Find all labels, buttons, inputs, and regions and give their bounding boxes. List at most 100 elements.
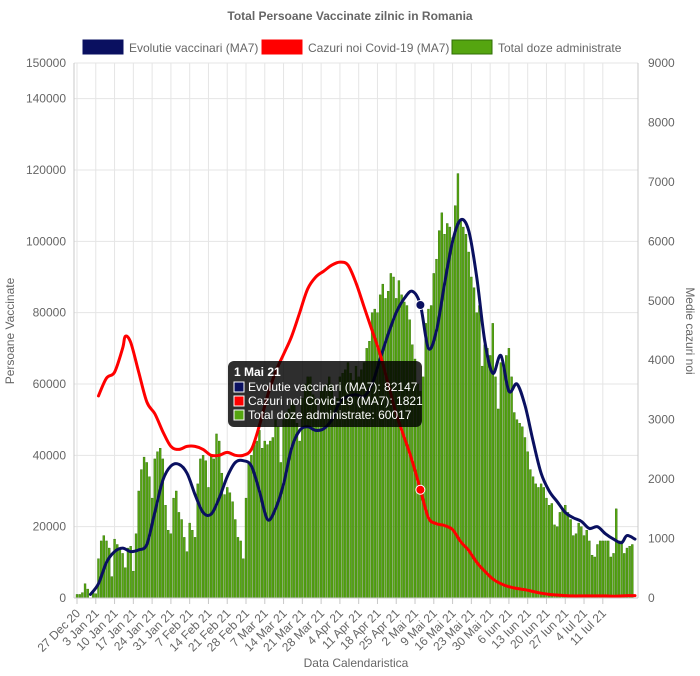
bar [569, 519, 572, 599]
bar [451, 237, 454, 599]
bar [250, 455, 253, 599]
legend-label[interactable]: Cazuri noi Covid-19 (MA7) [308, 41, 449, 55]
bar [582, 535, 586, 599]
bar [553, 524, 556, 599]
y-tick-label: 100000 [26, 234, 66, 248]
bar [427, 308, 430, 599]
bar [497, 408, 500, 599]
bar [158, 448, 162, 599]
legend-label[interactable]: Evolutie vaccinari (MA7) [129, 41, 258, 55]
bar [424, 323, 427, 599]
legend-label[interactable]: Total doze administrate [498, 41, 622, 55]
x-axis-title: Data Calendaristica [304, 656, 409, 670]
bar [234, 519, 237, 599]
bar [99, 540, 103, 599]
bar [440, 212, 444, 599]
bar [564, 505, 567, 599]
bar [81, 592, 84, 599]
bar [607, 540, 610, 599]
bar [531, 476, 535, 599]
bar [545, 497, 548, 599]
y-tick-label: 120000 [26, 163, 66, 177]
bar [470, 276, 473, 599]
bar [537, 487, 540, 599]
bar [150, 497, 154, 599]
bar [317, 419, 320, 599]
bar [585, 530, 588, 599]
bar [502, 365, 505, 599]
bar [172, 497, 175, 599]
bar [604, 540, 607, 599]
bar [617, 540, 621, 599]
bar [558, 512, 562, 599]
legend: Evolutie vaccinari (MA7) Cazuri noi Covid… [82, 39, 622, 55]
bar [145, 462, 148, 599]
bar [505, 355, 508, 599]
legend-swatch[interactable] [82, 39, 124, 55]
y2-tick-label: 8000 [648, 115, 675, 129]
bar [566, 512, 570, 599]
bar [631, 544, 634, 599]
legend-swatch[interactable] [451, 39, 493, 55]
y-tick-label: 60000 [33, 377, 67, 391]
bar [475, 312, 478, 599]
bar [212, 458, 215, 599]
y2-tick-label: 5000 [648, 294, 675, 308]
bar [314, 398, 317, 599]
tooltip-line: Evolutie vaccinari (MA7): 82147 [248, 380, 418, 394]
bar [403, 301, 406, 599]
bar [290, 401, 293, 599]
bar [529, 469, 532, 599]
bar [75, 594, 79, 599]
chart-title: Total Persoane Vaccinate zilnic in Roman… [227, 9, 473, 23]
bar [483, 344, 486, 599]
series-line [97, 260, 637, 598]
bar [255, 440, 258, 599]
bar [282, 419, 285, 599]
bar [539, 483, 543, 599]
bar [550, 503, 554, 599]
y2-tick-label: 0 [648, 591, 655, 605]
bar [126, 547, 130, 599]
bar [628, 546, 631, 599]
y-tick-label: 0 [59, 591, 66, 605]
bar [239, 540, 242, 599]
bar [209, 455, 213, 599]
bar [279, 462, 283, 599]
bar [207, 487, 210, 599]
bar [105, 540, 108, 599]
bar [78, 594, 81, 599]
tooltip-swatch [233, 395, 245, 407]
bar [561, 508, 564, 599]
y-tick-label: 150000 [26, 56, 66, 70]
bar [258, 430, 261, 599]
bar [596, 544, 599, 599]
bar [134, 533, 138, 599]
bar [598, 540, 602, 599]
bar [83, 583, 87, 599]
bar [454, 205, 457, 599]
bar [140, 469, 143, 599]
bar [293, 405, 296, 599]
legend-swatch[interactable] [261, 39, 303, 55]
bar [118, 547, 122, 599]
tooltip-point-marker [415, 300, 426, 311]
bar [437, 230, 441, 599]
y-tick-label: 20000 [33, 520, 67, 534]
bar [397, 280, 401, 599]
bar [405, 305, 409, 599]
bar [277, 426, 280, 599]
bar [577, 522, 580, 599]
bar [218, 440, 221, 599]
bar [494, 376, 497, 599]
bar [400, 294, 403, 599]
bar [177, 512, 181, 599]
bar [615, 508, 618, 599]
bar [86, 588, 89, 599]
y-tick-label: 80000 [33, 306, 67, 320]
bar [191, 530, 194, 599]
tooltip-box [228, 361, 422, 427]
bar [395, 298, 398, 599]
bar [175, 490, 178, 599]
bar [110, 576, 114, 599]
